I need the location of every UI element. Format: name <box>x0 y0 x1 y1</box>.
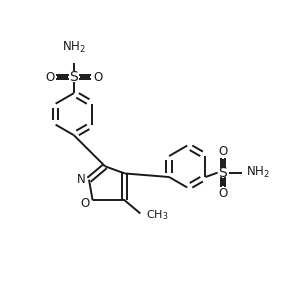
Text: O: O <box>218 187 227 200</box>
Text: S: S <box>69 70 78 84</box>
Text: O: O <box>218 145 227 158</box>
Text: N: N <box>76 173 85 186</box>
Text: O: O <box>45 71 54 84</box>
Text: NH$_2$: NH$_2$ <box>62 40 86 55</box>
Text: CH$_3$: CH$_3$ <box>146 208 168 222</box>
Text: S: S <box>219 166 227 180</box>
Text: O: O <box>81 197 90 210</box>
Text: O: O <box>93 71 102 84</box>
Text: NH$_2$: NH$_2$ <box>246 165 270 180</box>
